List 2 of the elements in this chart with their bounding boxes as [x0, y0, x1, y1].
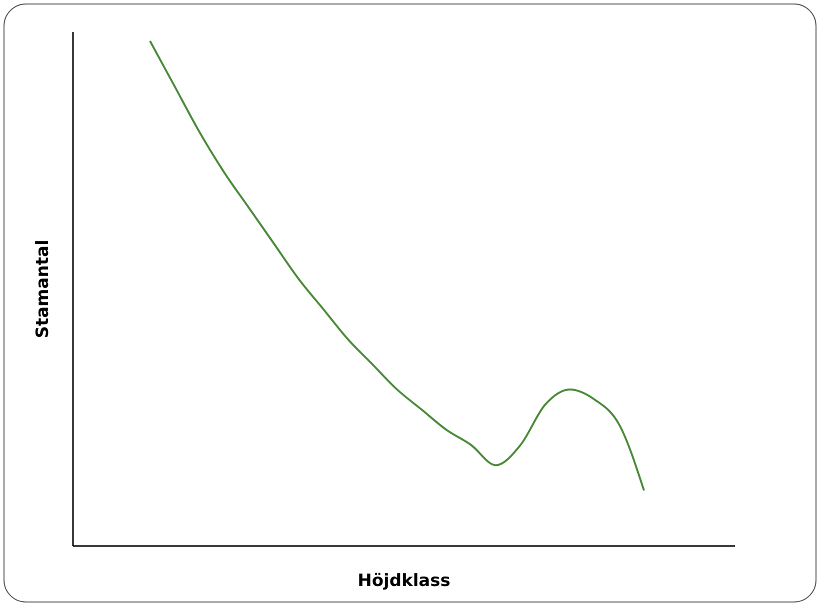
- y-axis-title: Stamantal: [33, 240, 53, 338]
- x-axis-title: Höjdklass: [358, 571, 450, 591]
